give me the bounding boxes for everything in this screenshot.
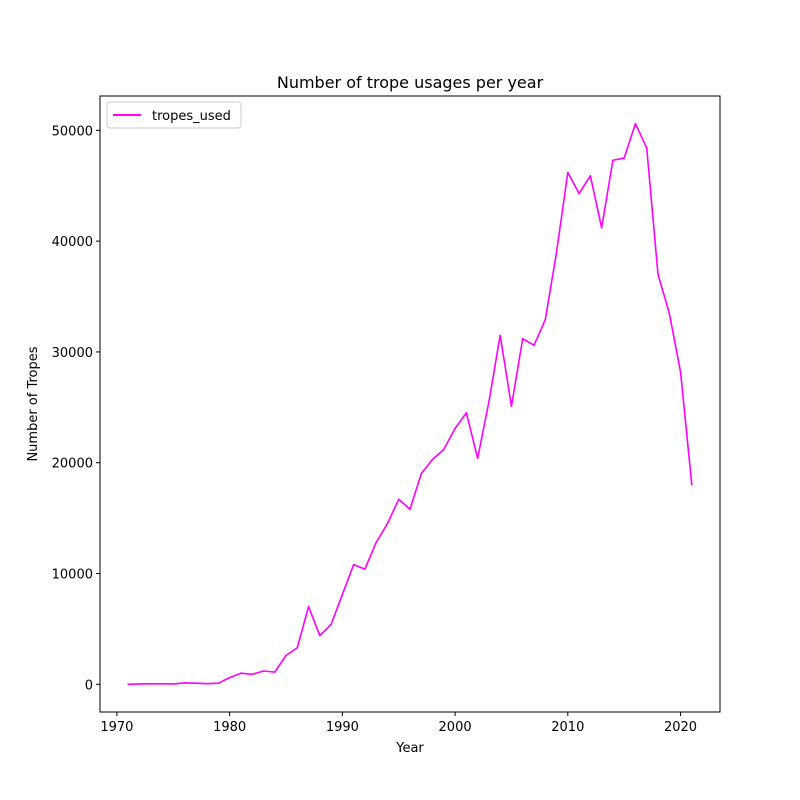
y-axis: 0 10000 20000 30000 40000 50000: [52, 124, 100, 693]
data-point: [431, 458, 434, 461]
data-point: [319, 634, 321, 637]
data-point: [296, 646, 299, 649]
y-tick-label: 40000: [52, 235, 93, 250]
y-tick-label: 30000: [52, 346, 93, 361]
series-layer: [127, 122, 693, 686]
chart-title: Number of trope usages per year: [277, 73, 544, 92]
data-point: [409, 508, 411, 511]
data-point: [206, 682, 208, 685]
x-axis: 1970 1980 1990 2000 2010 2020: [100, 712, 697, 735]
plot-area-frame: [99, 95, 721, 713]
data-point: [623, 157, 625, 159]
legend: tropes_used: [106, 101, 242, 129]
x-tick-label: 1980: [213, 720, 246, 735]
x-axis-label: Year: [395, 741, 424, 756]
data-point: [510, 405, 513, 408]
data-point: [533, 344, 535, 347]
data-point: [262, 670, 265, 672]
data-point: [307, 605, 310, 608]
data-point: [138, 683, 141, 685]
x-tick-label: 2010: [551, 720, 584, 735]
data-point: [285, 654, 287, 657]
data-point: [183, 682, 186, 684]
data-point: [634, 122, 637, 125]
y-tick-label: 20000: [52, 457, 93, 472]
data-point: [386, 522, 389, 525]
data-point: [195, 682, 197, 684]
y-tick-label: 0: [85, 678, 93, 693]
data-point: [589, 174, 592, 177]
data-point: [600, 227, 603, 229]
data-point: [161, 682, 163, 685]
data-point: [127, 683, 129, 686]
data-point: [668, 312, 671, 314]
data-point: [330, 623, 332, 626]
data-point: [375, 541, 377, 544]
data-point: [645, 147, 648, 149]
data-point: [488, 400, 490, 403]
y-tick-label: 50000: [52, 124, 93, 139]
data-point: [420, 473, 423, 475]
legend-box: [106, 101, 242, 129]
data-point: [240, 672, 242, 675]
data-point: [149, 683, 152, 685]
legend-label: tropes_used: [152, 109, 231, 124]
data-point: [691, 484, 693, 486]
data-point: [465, 412, 468, 414]
data-point: [397, 498, 400, 501]
data-point: [352, 563, 355, 566]
x-tick-label: 2000: [439, 720, 472, 735]
y-axis-label: Number of Tropes: [26, 346, 41, 461]
data-point: [578, 192, 580, 195]
data-point: [657, 273, 659, 276]
data-point: [251, 673, 253, 676]
data-point: [172, 683, 175, 685]
x-tick-label: 2020: [664, 720, 697, 735]
x-tick-label: 1970: [100, 720, 133, 735]
data-point: [217, 682, 220, 684]
data-point: [679, 371, 682, 373]
data-point: [228, 676, 231, 679]
x-tick-label: 1990: [326, 720, 359, 735]
data-point: [499, 334, 501, 337]
data-point: [443, 448, 445, 451]
data-point: [476, 457, 479, 460]
data-point: [567, 171, 569, 174]
data-point: [273, 671, 276, 673]
data-point: [364, 568, 366, 570]
data-point: [612, 159, 614, 162]
data-point: [454, 427, 456, 430]
data-point: [555, 251, 558, 254]
data-point: [341, 593, 344, 596]
data-point: [521, 337, 524, 340]
data-point: [544, 319, 547, 321]
y-tick-label: 10000: [52, 568, 93, 583]
